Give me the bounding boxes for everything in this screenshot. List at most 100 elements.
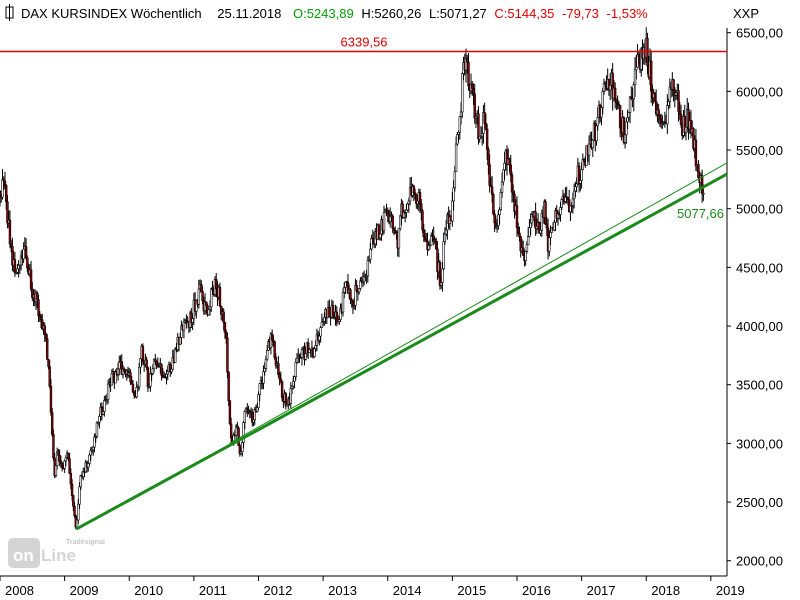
candle-down: [306, 342, 310, 353]
candle-up: [529, 222, 532, 228]
candle-up: [553, 221, 556, 231]
candle-up: [625, 121, 628, 136]
secondary-trendline[interactable]: [229, 162, 728, 444]
candle-up: [75, 519, 79, 528]
candle-up: [458, 116, 462, 133]
change-value: -79,73: [562, 6, 599, 21]
candle-down: [544, 201, 547, 225]
candle-up: [359, 280, 362, 289]
candle-up: [635, 66, 638, 71]
candle-up: [54, 465, 58, 476]
bar-chart-icon[interactable]: [5, 4, 14, 21]
candle-down: [657, 109, 660, 116]
logo-text-line: Line: [41, 546, 76, 565]
candle-up: [596, 117, 599, 127]
candle-up: [166, 371, 169, 375]
candle-down: [44, 334, 48, 339]
candle-down: [237, 427, 240, 446]
candle-down: [60, 463, 64, 468]
candle-down: [58, 454, 61, 462]
candle-down: [227, 371, 230, 401]
candle-down: [273, 341, 276, 358]
candle-up: [684, 126, 688, 133]
candle-down: [490, 186, 494, 195]
candle-up: [116, 368, 120, 375]
candle-up: [500, 181, 504, 193]
candle-down: [278, 374, 281, 380]
candle-up: [379, 233, 382, 239]
candle-up: [149, 373, 152, 387]
candle-up: [439, 282, 443, 286]
candle-up: [22, 248, 25, 260]
candle-down: [492, 194, 495, 215]
candle-up: [241, 442, 244, 453]
candle-down: [215, 279, 218, 290]
candle-down: [73, 506, 76, 517]
candle-up: [623, 134, 627, 143]
x-tick-label: 2016: [522, 583, 551, 598]
candle-down: [700, 175, 704, 194]
candle-down: [43, 325, 46, 335]
candle-up: [528, 227, 531, 237]
y-tick-label: 3500,00: [736, 378, 783, 393]
candle-up: [95, 422, 99, 437]
candle-up: [264, 358, 268, 369]
candle-up: [93, 436, 96, 448]
candle-down: [672, 79, 675, 91]
candle-up: [343, 287, 346, 293]
x-tick-label: 2008: [5, 583, 34, 598]
candle-up: [674, 92, 678, 96]
chart-overlays: 6339,56 5077,66: [0, 35, 728, 531]
y-axis: 2000,00 2500,00 3000,00 3500,00 4000,00 4500,…: [726, 26, 783, 576]
candle-up: [457, 131, 460, 135]
candle-down: [677, 90, 680, 112]
x-tick-label: 2009: [70, 583, 99, 598]
candle-up: [258, 383, 261, 395]
candle-down: [49, 385, 53, 413]
candle-up: [627, 112, 631, 118]
candle-down: [678, 111, 681, 115]
candle-down: [485, 128, 489, 150]
x-tick-label: 2010: [134, 583, 163, 598]
candle-up: [441, 268, 444, 283]
candle-up: [397, 228, 401, 249]
candle-down: [534, 211, 537, 229]
candle-up: [370, 237, 373, 250]
candle-down: [218, 286, 222, 307]
candle-down: [613, 87, 617, 100]
candle-up: [318, 335, 321, 341]
candle-up: [242, 422, 245, 443]
candle-up: [64, 457, 68, 462]
y-tick-label: 3000,00: [736, 436, 783, 451]
candle-up: [456, 134, 459, 145]
candle-down: [280, 381, 284, 398]
candle-down: [658, 114, 662, 120]
candle-down: [466, 58, 469, 63]
candle-up: [103, 399, 106, 412]
candle-up: [366, 260, 370, 277]
candle-down: [200, 284, 203, 292]
candle-down: [471, 83, 474, 89]
candle-down: [421, 210, 424, 231]
chart-date: 25.11.2018: [217, 6, 281, 21]
candle-down: [229, 423, 233, 439]
candle-up: [459, 111, 463, 117]
candle-up: [526, 236, 530, 245]
logo-brand: Tradesignal: [66, 539, 105, 546]
candle-down: [617, 103, 621, 106]
candle-up: [256, 407, 259, 412]
candle-down: [518, 232, 521, 238]
x-tick-label: 2015: [457, 583, 486, 598]
candle-down: [47, 359, 50, 367]
candle-down: [9, 243, 13, 247]
candle-up: [210, 288, 213, 308]
candle-down: [488, 164, 491, 186]
support-trendline[interactable]: [75, 172, 728, 531]
candle-down: [694, 139, 698, 167]
candle-down: [39, 315, 43, 321]
candle-up: [587, 143, 591, 156]
candle-up: [78, 486, 81, 505]
candle-up: [191, 318, 194, 323]
